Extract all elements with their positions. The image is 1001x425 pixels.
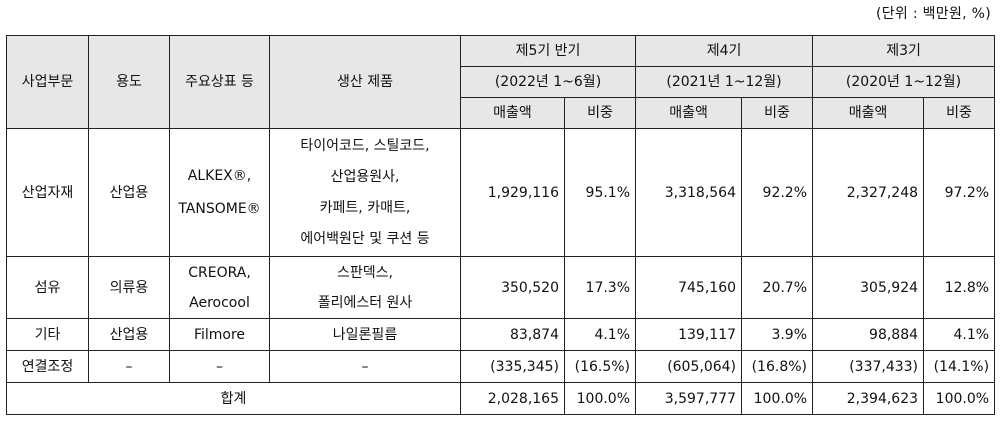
header-period-range: (2022년 1~6월) (459, 66, 637, 98)
use-cell: 산업용 (88, 318, 170, 351)
header-sales: 매출액 (812, 97, 925, 129)
value-cell: 95.1% (563, 128, 637, 257)
segment-cell: 기타 (6, 318, 89, 351)
header-period-title: 제4기 (635, 35, 814, 67)
segment-cell: 산업자재 (6, 128, 89, 257)
brand-cell: ALKEX®, TANSOME® (169, 128, 270, 257)
total-value-cell: 100.0% (563, 382, 637, 415)
total-row: 합계 2,028,165 100.0% 3,597,777 100.0% 2,3… (6, 382, 996, 415)
use-cell: – (88, 350, 170, 383)
value-cell: (16.5%) (563, 350, 637, 383)
total-value-cell: 100.0% (741, 382, 814, 415)
value-cell: 4.1% (563, 318, 637, 351)
product-line: 스판덱스, (337, 264, 393, 281)
total-value-cell: 2,028,165 (460, 382, 565, 415)
brand-line: Aerocool (189, 294, 250, 311)
value-cell: 745,160 (635, 256, 743, 319)
product-cell: 스판덱스, 폴리에스터 원사 (269, 256, 461, 319)
product-line: 에어백원단 및 쿠션 등 (300, 230, 430, 247)
header-product: 생산 제품 (269, 35, 461, 129)
product-cell: 타이어코드, 스틸코드, 산업용원사, 카페트, 카매트, 에어백원단 및 쿠션… (269, 128, 461, 257)
table-row: 기타 산업용 Filmore 나일론필름 83,874 4.1% 139,117… (6, 318, 996, 351)
product-line: 카페트, 카매트, (319, 199, 411, 216)
header-row: 사업부문 용도 주요상표 등 생산 제품 제5기 반기 제4기 제3기 (6, 35, 996, 129)
brand-line: CREORA, (188, 264, 251, 281)
brand-cell: Filmore (169, 318, 270, 351)
product-line: 타이어코드, 스틸코드, (300, 137, 430, 154)
header-share: 비중 (563, 97, 637, 129)
header-share: 비중 (923, 97, 996, 129)
header-period-range: (2020년 1~12월) (812, 66, 996, 98)
total-value-cell: 2,394,623 (812, 382, 925, 415)
value-cell: 12.8% (923, 256, 996, 319)
value-cell: (605,064) (635, 350, 743, 383)
header-period-title: 제3기 (812, 35, 996, 67)
value-cell: 139,117 (635, 318, 743, 351)
header-row: 매출액 비중 매출액 비중 매출액 비중 (7, 97, 996, 129)
value-cell: 83,874 (460, 318, 565, 351)
segment-sales-table: 사업부문 용도 주요상표 등 생산 제품 제5기 반기 제4기 제3기 (202… (6, 35, 996, 415)
value-cell: (14.1%) (923, 350, 996, 383)
table-row: 섬유 의류용 CREORA, Aerocool 스판덱스, 폴리에스터 원사 3… (6, 256, 996, 319)
product-cell: 나일론필름 (269, 318, 461, 351)
brand-cell: – (169, 350, 270, 383)
value-cell: (16.8%) (741, 350, 814, 383)
value-cell: (337,433) (812, 350, 925, 383)
product-line: 폴리에스터 원사 (317, 294, 413, 311)
total-value-cell: 3,597,777 (635, 382, 743, 415)
total-label: 합계 (6, 382, 461, 415)
brand-line: TANSOME® (178, 200, 261, 217)
total-value-cell: 100.0% (923, 382, 996, 415)
table-row: 산업자재 산업용 ALKEX®, TANSOME® 타이어코드, 스틸코드, 산… (6, 128, 996, 257)
brand-line: ALKEX®, (187, 167, 252, 184)
header-period-range: (2021년 1~12월) (635, 66, 814, 98)
header-row: (2022년 1~6월) (2021년 1~12월) (2020년 1~12월) (7, 66, 996, 98)
product-line: 산업용원사, (330, 168, 400, 185)
segment-cell: 섬유 (6, 256, 89, 319)
header-share: 비중 (741, 97, 814, 129)
value-cell: 97.2% (923, 128, 996, 257)
header-period-title: 제5기 반기 (459, 35, 637, 67)
segment-cell: 연결조정 (6, 350, 89, 383)
value-cell: 98,884 (812, 318, 925, 351)
use-cell: 의류용 (88, 256, 170, 319)
value-cell: 4.1% (923, 318, 996, 351)
value-cell: 92.2% (741, 128, 814, 257)
value-cell: 3.9% (741, 318, 814, 351)
value-cell: 2,327,248 (812, 128, 925, 257)
header-use: 용도 (88, 35, 170, 129)
product-cell: – (269, 350, 461, 383)
value-cell: (335,345) (460, 350, 565, 383)
header-sales: 매출액 (635, 97, 743, 129)
header-sales: 매출액 (460, 97, 565, 129)
unit-note: (단위 : 백만원, %) (875, 6, 991, 22)
value-cell: 17.3% (563, 256, 637, 319)
table-row: 연결조정 – – – (335,345) (16.5%) (605,064) (… (6, 350, 996, 383)
value-cell: 1,929,116 (460, 128, 565, 257)
header-segment: 사업부문 (6, 35, 89, 129)
value-cell: 20.7% (741, 256, 814, 319)
value-cell: 350,520 (460, 256, 565, 319)
brand-cell: CREORA, Aerocool (169, 256, 270, 319)
value-cell: 3,318,564 (635, 128, 743, 257)
header-brand: 주요상표 등 (169, 35, 270, 129)
use-cell: 산업용 (88, 128, 170, 257)
value-cell: 305,924 (812, 256, 925, 319)
